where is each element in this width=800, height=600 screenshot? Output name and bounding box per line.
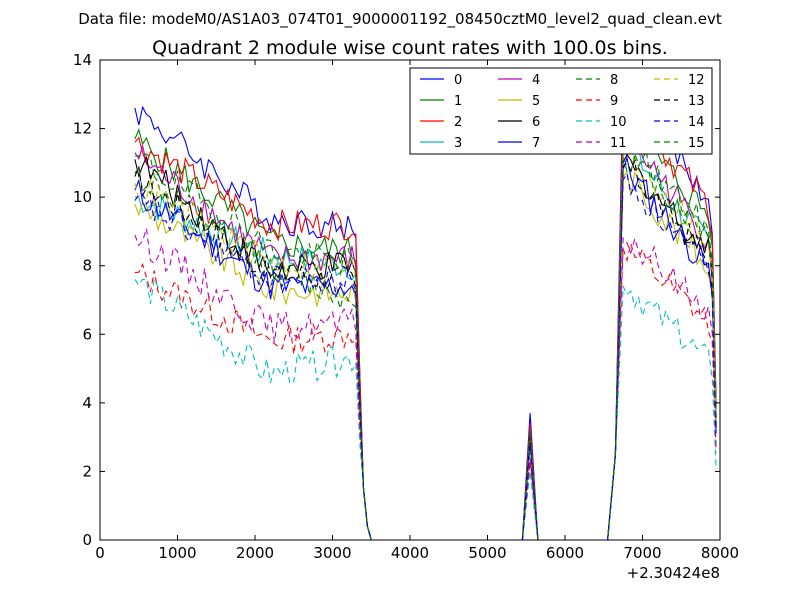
series-line-6 — [134, 153, 717, 540]
x-tick-label: 0 — [95, 544, 105, 562]
y-tick-label: 4 — [82, 394, 92, 412]
legend-label-9: 9 — [610, 94, 618, 109]
y-tick-label: 12 — [73, 120, 92, 138]
x-tick-label: 3000 — [313, 544, 351, 562]
plot-area: 0 1000 2000 3000 4000 5000 6000 7000 80000246810… — [73, 51, 739, 562]
series-line-15 — [134, 131, 717, 540]
legend-label-5: 5 — [532, 94, 540, 109]
legend-label-8: 8 — [610, 73, 618, 88]
legend-label-2: 2 — [454, 115, 462, 130]
x-tick-label: 1000 — [158, 544, 196, 562]
y-tick-label: 14 — [73, 51, 92, 69]
series-line-3 — [134, 144, 717, 540]
series-group — [134, 80, 717, 540]
x-axis-offset-label: +2.30424e8 — [627, 564, 720, 582]
series-line-14 — [134, 172, 717, 540]
legend-label-6: 6 — [532, 115, 540, 130]
legend-label-15: 15 — [688, 136, 705, 151]
series-line-11 — [134, 228, 717, 540]
legend-label-14: 14 — [688, 115, 705, 130]
legend-label-4: 4 — [532, 73, 540, 88]
series-line-10 — [134, 277, 717, 540]
series-line-1 — [134, 124, 717, 540]
series-line-5 — [134, 170, 717, 540]
x-tick-label: 6000 — [546, 544, 584, 562]
chart-title: Quadrant 2 module wise count rates with … — [152, 37, 668, 59]
legend-label-11: 11 — [610, 136, 627, 151]
x-tick-label: 5000 — [468, 544, 506, 562]
legend-label-13: 13 — [688, 94, 705, 109]
series-line-12 — [134, 145, 717, 540]
y-tick-label: 0 — [82, 531, 92, 549]
series-line-7 — [134, 155, 717, 540]
series-line-2 — [134, 97, 717, 540]
y-tick-label: 2 — [82, 462, 92, 480]
x-tick-label: 2000 — [236, 544, 274, 562]
legend-box — [409, 67, 713, 155]
x-tick-label: 8000 — [701, 544, 739, 562]
series-line-9 — [134, 241, 717, 540]
x-tick-label: 4000 — [391, 544, 429, 562]
legend-label-0: 0 — [454, 73, 462, 88]
y-tick-label: 8 — [82, 257, 92, 275]
series-line-13 — [134, 158, 717, 540]
series-line-8 — [134, 151, 717, 540]
legend-label-10: 10 — [610, 115, 627, 130]
legend-label-3: 3 — [454, 136, 462, 151]
legend-label-12: 12 — [688, 73, 705, 88]
x-tick-label: 7000 — [623, 544, 661, 562]
legend-label-7: 7 — [532, 136, 540, 151]
figure-suptitle: Data file: modeM0/AS1A03_074T01_90000011… — [78, 10, 722, 29]
legend-label-1: 1 — [454, 94, 462, 109]
y-tick-label: 10 — [73, 188, 92, 206]
y-tick-label: 6 — [82, 325, 92, 343]
